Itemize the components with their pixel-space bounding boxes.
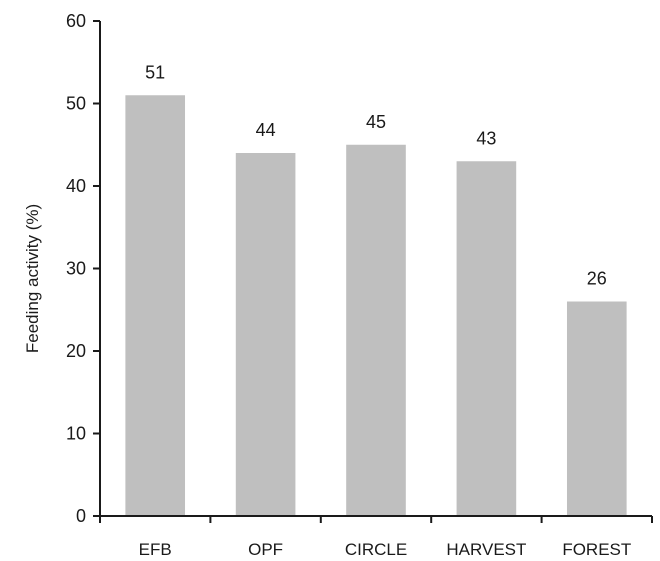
category-label-opf: OPF [248,540,283,559]
bars-group [125,95,627,516]
data-label-forest: 26 [587,269,607,289]
category-label-efb: EFB [139,540,172,559]
y-axis-title: Feeding activity (%) [23,204,42,353]
data-label-harvest: 43 [476,128,496,148]
bar-forest [566,301,627,516]
category-label-circle: CIRCLE [345,540,407,559]
data-label-circle: 45 [366,112,386,132]
y-tick-label: 40 [66,176,86,196]
y-tick-label: 50 [66,94,86,114]
bar-circle [346,144,406,516]
y-axis-ticks: 0 10 20 30 40 50 60 [66,11,100,526]
y-tick-label: 20 [66,341,86,361]
bar-efb [125,95,186,516]
y-tick-label: 0 [76,506,86,526]
data-label-efb: 51 [145,62,165,82]
x-axis-labels: EFB OPF CIRCLE HARVEST FOREST [139,540,632,559]
bar-harvest [456,161,517,516]
y-tick-label: 60 [66,11,86,31]
category-label-harvest: HARVEST [446,540,526,559]
bar-opf [235,153,296,516]
y-tick-label: 10 [66,424,86,444]
category-label-forest: FOREST [562,540,631,559]
y-tick-label: 30 [66,259,86,279]
data-label-opf: 44 [256,120,276,140]
data-labels-group: 51 44 45 43 26 [145,62,607,288]
x-axis-ticks [99,516,653,523]
